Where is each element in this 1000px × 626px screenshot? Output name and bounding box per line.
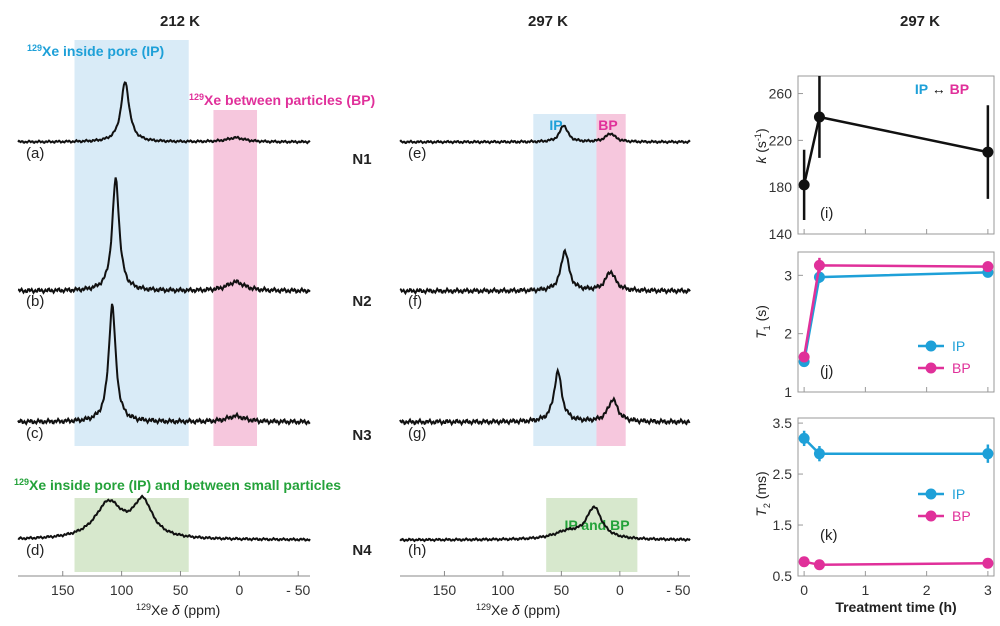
data-point — [813, 111, 825, 123]
trace-(a) — [17, 81, 311, 145]
ytick-label: 220 — [769, 132, 793, 148]
band-0-0 — [74, 40, 189, 446]
nmr-tick-label: 50 — [554, 582, 570, 598]
ytick-label: 3.5 — [773, 415, 793, 431]
panel-letter-h: (h) — [408, 542, 426, 559]
xtick-label: 1 — [861, 582, 869, 598]
ytick-label: 260 — [769, 86, 793, 102]
data-point — [798, 556, 810, 568]
trace-(c) — [17, 303, 311, 426]
ylabel-t1: T1 (s) — [753, 305, 772, 339]
shaded-bands — [74, 40, 638, 572]
band-1-0 — [533, 114, 597, 446]
legend-k-ip: IP — [952, 486, 965, 502]
plot-frame-(j) — [797, 251, 995, 393]
xlabel-treatment-time: Treatment time (h) — [835, 599, 956, 615]
data-point — [982, 557, 994, 569]
nmr-x-axes: 150 100 50 0 - 50 150 100 50 0 - 50 — [18, 571, 691, 598]
label-ip-and-bp: IP and BP — [564, 517, 629, 533]
panel-letter-b: (b) — [26, 293, 44, 310]
xtick-label: 0 — [800, 582, 808, 598]
legend-j: IP BP — [918, 338, 971, 376]
xtick-label: 3 — [984, 582, 992, 598]
title-297k-plots: 297 K — [900, 13, 940, 30]
data-point — [982, 261, 994, 273]
nmr-tick-label: - 50 — [666, 582, 690, 598]
xtick-label: 2 — [923, 582, 931, 598]
series-line-(i)-0 — [802, 115, 989, 186]
series-line-(k)-1 — [803, 560, 988, 567]
title-297k-spectra: 297 K — [528, 13, 568, 30]
nmr-xlabel-right: 129Xe δ (ppm) — [476, 602, 560, 618]
nmr-tick-label: 100 — [491, 582, 515, 598]
label-bp-between-particles: 129Xe between particles (BP) — [189, 92, 375, 108]
nmr-tick-label: 150 — [433, 582, 457, 598]
nmr-xlabel-left: 129Xe δ (ppm) — [136, 602, 220, 618]
band-0-1 — [213, 110, 258, 446]
label-ip: IP — [549, 117, 562, 133]
sample-n3: N3 — [352, 427, 371, 444]
panel-letter-e: (e) — [408, 145, 426, 162]
nmr-tick-label: 0 — [235, 582, 243, 598]
title-212k: 212 K — [160, 13, 200, 30]
trace-(d) — [17, 494, 311, 542]
ytick-label: 140 — [769, 226, 793, 242]
label-bp: BP — [598, 117, 617, 133]
panel-letter-j: (j) — [820, 363, 833, 380]
trace-(f) — [399, 248, 691, 296]
data-point — [813, 448, 825, 460]
legend-k-bp: BP — [952, 508, 971, 524]
ytick-label: 2 — [784, 326, 792, 342]
panel-letter-d: (d) — [26, 542, 44, 559]
trace-(g) — [399, 367, 691, 427]
data-point — [813, 559, 825, 571]
trace-(b) — [17, 177, 311, 295]
legend-k: IP BP — [918, 486, 971, 524]
panel-letter-f: (f) — [408, 293, 422, 310]
trace-(h) — [399, 505, 691, 543]
data-point — [798, 351, 810, 363]
data-point — [798, 432, 810, 444]
nmr-tick-label: 50 — [173, 582, 189, 598]
ytick-label: 1.5 — [773, 517, 793, 533]
sample-n1: N1 — [352, 151, 371, 168]
panel-letter-g: (g) — [408, 425, 426, 442]
panel-letter-k: (k) — [820, 527, 838, 544]
ytick-label: 3 — [784, 267, 792, 283]
legend-j-ip: IP — [952, 338, 965, 354]
trace-(e) — [399, 124, 691, 145]
data-point — [982, 448, 994, 460]
panel-letter-a: (a) — [26, 145, 44, 162]
nmr-tick-label: 100 — [110, 582, 134, 598]
ytick-label: 180 — [769, 179, 793, 195]
sample-n2: N2 — [352, 293, 371, 310]
nmr-tick-label: 150 — [51, 582, 75, 598]
sample-n4: N4 — [352, 542, 372, 559]
ytick-label: 0.5 — [773, 568, 793, 584]
ytick-label: 1 — [784, 384, 792, 400]
data-point — [982, 146, 994, 158]
ylabel-t2: T2 (ms) — [753, 471, 772, 516]
data-point — [798, 179, 810, 191]
nmr-traces — [17, 81, 691, 543]
legend-j-bp: BP — [952, 360, 971, 376]
panel-letter-c: (c) — [26, 425, 44, 442]
ylabel-k: k (s-1) — [753, 128, 769, 163]
data-point — [813, 259, 825, 271]
plot-frame-(k) — [797, 417, 995, 577]
band-0-2 — [74, 498, 189, 572]
plot-frame-(i) — [797, 75, 995, 235]
panel-letter-i: (i) — [820, 205, 833, 222]
right-plots: 140 180 220 260 1 2 3 0.5 1.5 2.5 3.5 0 1 2 3 — [769, 75, 995, 598]
band-1-1 — [596, 114, 626, 446]
nmr-tick-label: 0 — [616, 582, 624, 598]
label-ip-bp-exchange: IP ↔ BP — [915, 81, 969, 97]
label-ip-small-particles: 129Xe inside pore (IP) and between small… — [14, 477, 341, 493]
label-ip-inside-pore: 129Xe inside pore (IP) — [27, 43, 164, 59]
series-line-(k)-0 — [803, 437, 988, 455]
ytick-label: 2.5 — [773, 466, 793, 482]
nmr-tick-label: - 50 — [286, 582, 310, 598]
